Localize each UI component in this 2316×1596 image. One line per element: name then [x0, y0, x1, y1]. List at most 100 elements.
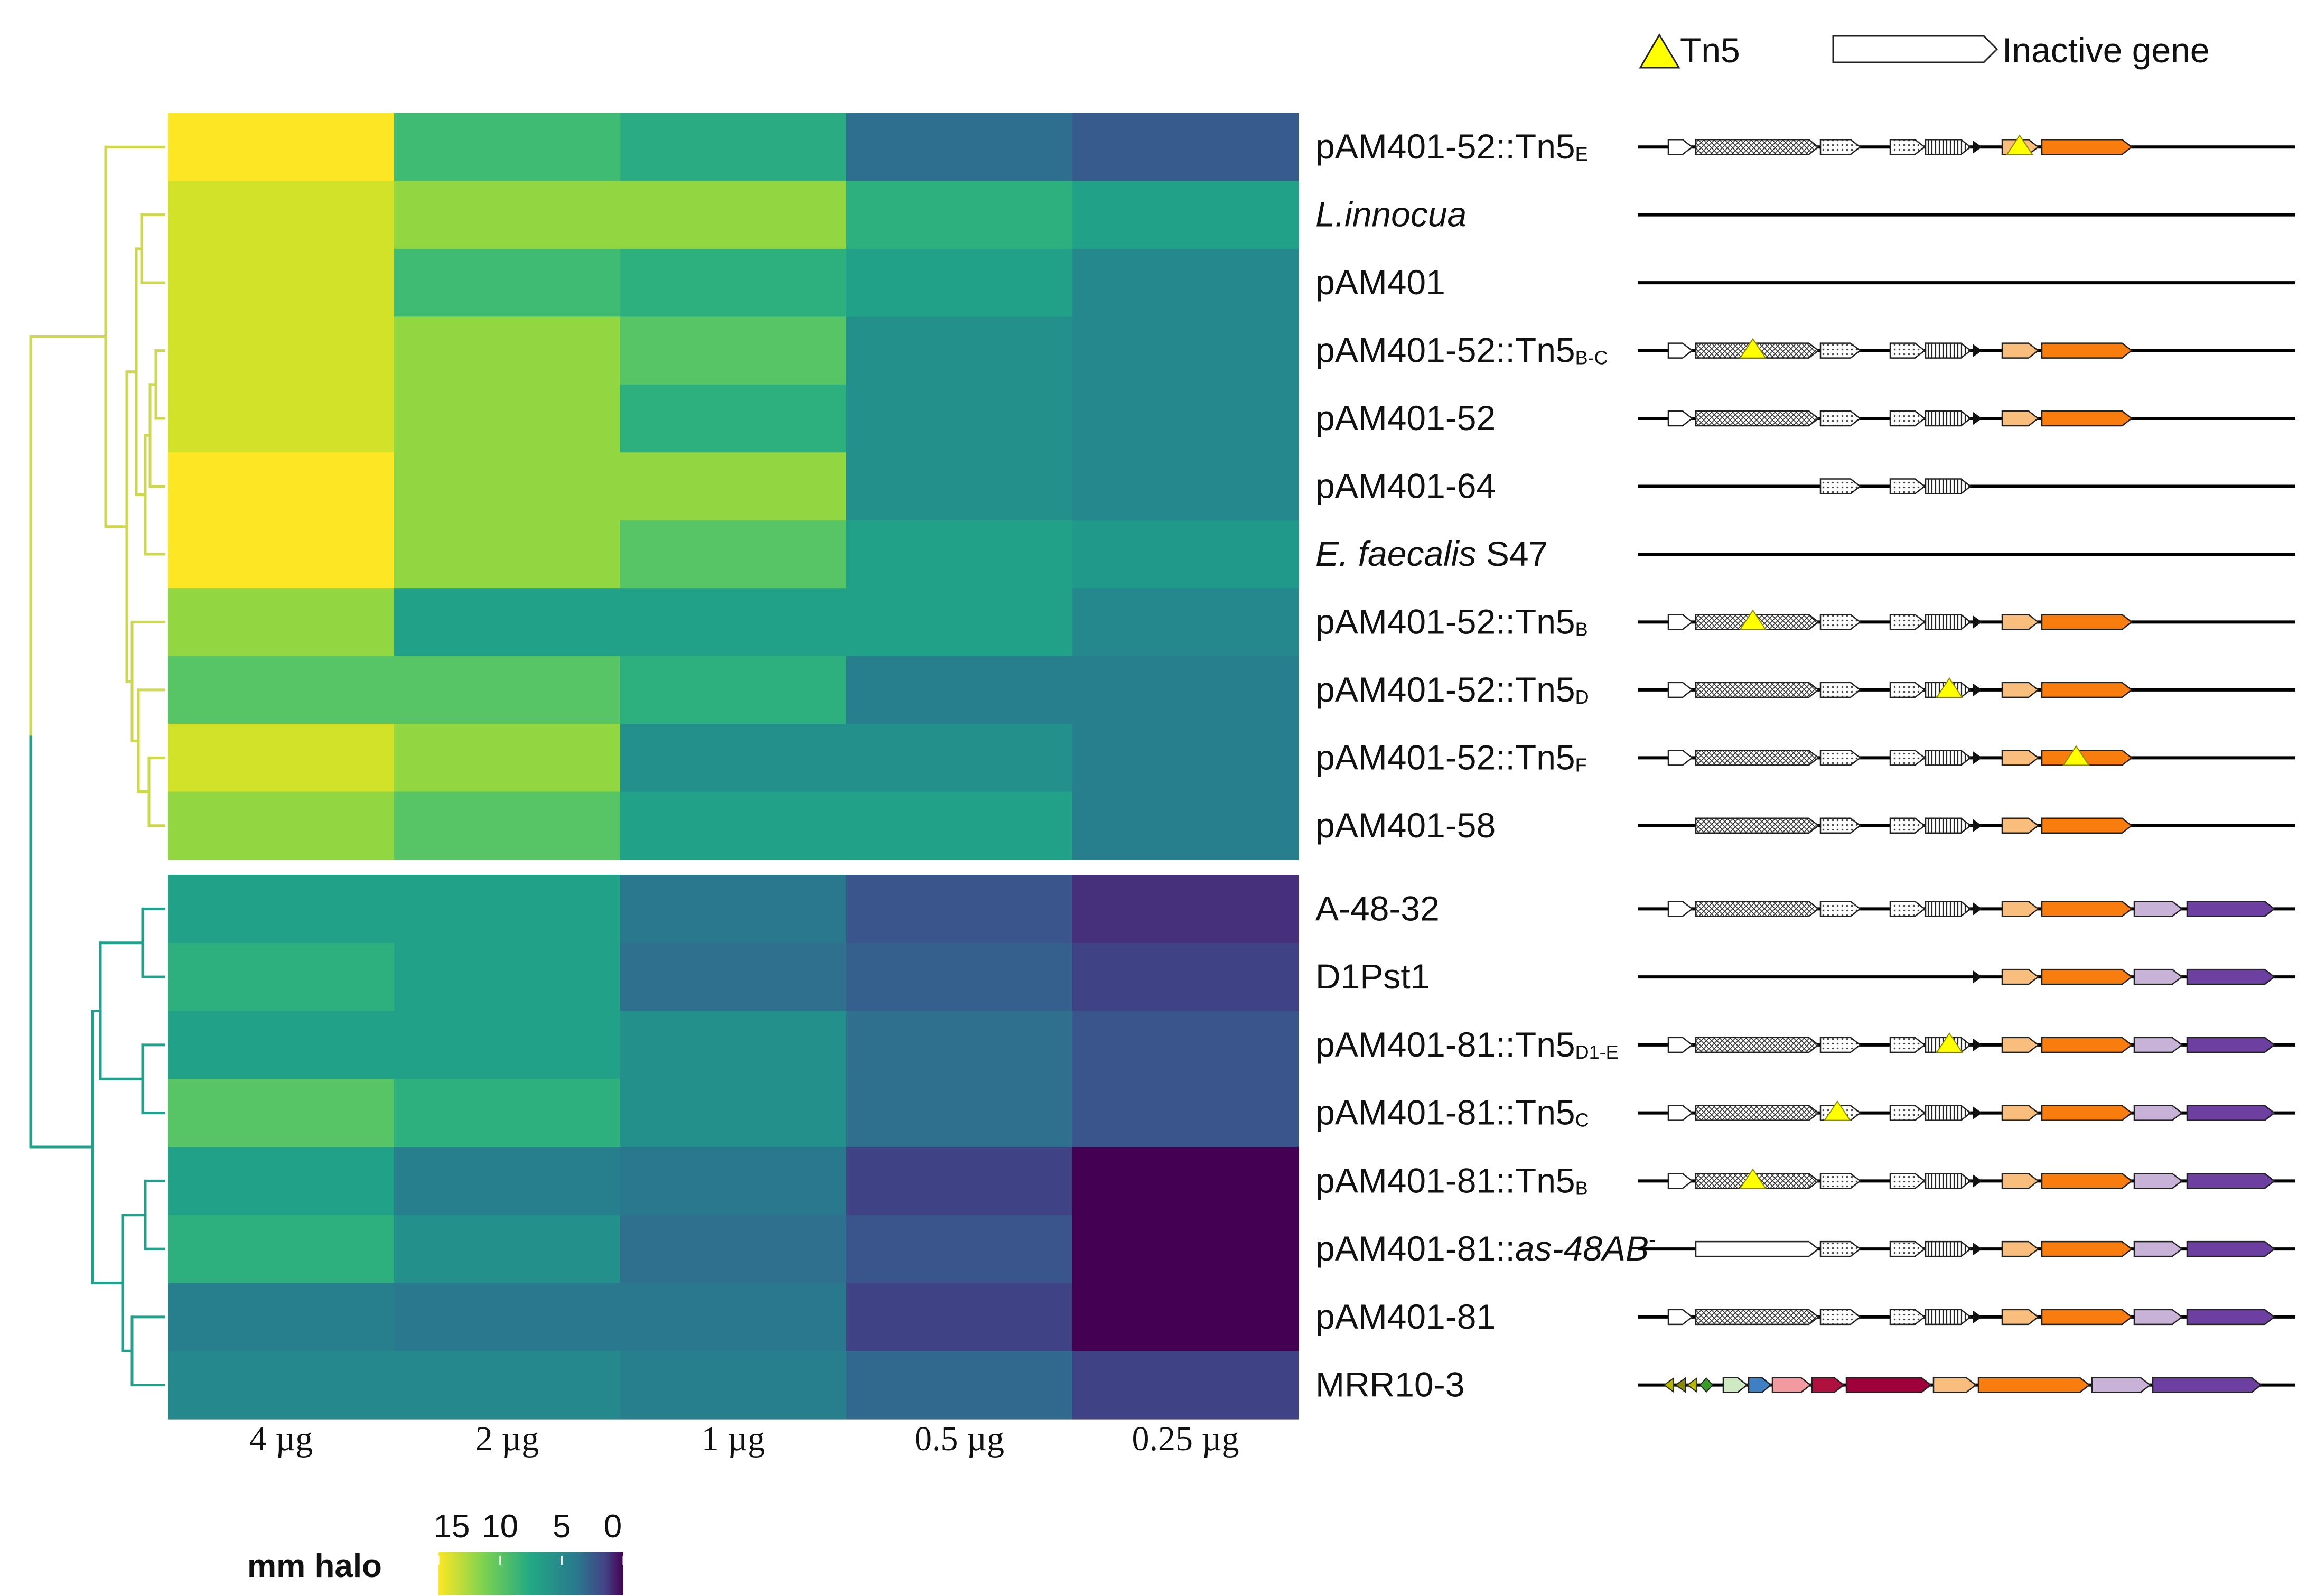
- gene-arrow: [2041, 750, 2133, 766]
- gene-arrow: [1819, 1240, 1862, 1257]
- heatmap-cell: [846, 248, 1073, 317]
- heatmap-cell: [846, 452, 1073, 521]
- small-gene-arrow: [1973, 751, 1982, 764]
- gene-arrow: [2041, 1037, 2133, 1053]
- gene-arrow: [1722, 1377, 1749, 1393]
- color-scale-tick-label: 15: [434, 1508, 470, 1545]
- heatmap-cell: [1072, 113, 1299, 182]
- heatmap-cell: [846, 113, 1073, 182]
- row-label: pAM401-81::Tn5B: [1315, 1161, 1588, 1200]
- heatmap-cell: [620, 791, 847, 860]
- heatmap-cell: [168, 791, 395, 860]
- heatmap-cell: [846, 875, 1073, 944]
- small-gene-arrow: [1973, 141, 1982, 154]
- gene-arrow: [2041, 410, 2133, 427]
- row-labels: pAM401-52::Tn5EL.innocuapAM401pAM401-52:…: [1315, 127, 1656, 1404]
- heatmap-cell: [846, 1351, 1073, 1420]
- gene-arrow: [1977, 1377, 2091, 1393]
- heatmap-cell: [394, 452, 621, 521]
- heatmap-cell: [1072, 1283, 1299, 1351]
- tn5-insertion-icon: [2062, 745, 2090, 766]
- heatmap-cell: [394, 384, 621, 453]
- heatmap-cell: [1072, 1351, 1299, 1420]
- gene-arrow: [1925, 1240, 1972, 1257]
- heatmap-cell: [394, 1011, 621, 1079]
- gene-arrow: [2041, 138, 2133, 155]
- heatmap-cell: [846, 316, 1073, 385]
- column-labels: 4 µg 2 µg 1 µg 0.5 µg 0.25 µg: [249, 1420, 1239, 1458]
- heatmap-cell: [394, 248, 621, 317]
- heatmap-cell: [394, 113, 621, 182]
- gene-arrow: [2186, 1309, 2276, 1326]
- heatmap-cell: [1072, 520, 1299, 589]
- color-scale-bar: [438, 1552, 623, 1595]
- heatmap-cell: [1072, 452, 1299, 521]
- row-label: pAM401-52::Tn5B: [1315, 602, 1588, 641]
- gene-arrow: [2041, 1309, 2133, 1326]
- heatmap-cell: [168, 1011, 395, 1079]
- gene-arrow: [2186, 1173, 2276, 1189]
- gene-arrow: [1819, 342, 1862, 359]
- row-label: pAM401-52::Tn5B-C: [1315, 331, 1608, 370]
- heatmap-cell: [168, 942, 395, 1012]
- heatmap-cell: [846, 1147, 1073, 1216]
- heatmap-cell: [168, 113, 395, 182]
- gene-arrow: [2091, 1377, 2152, 1393]
- gene-arrow: [2001, 1309, 2040, 1326]
- gene-arrow: [1667, 1173, 1694, 1189]
- heatmap-cell: [394, 1079, 621, 1147]
- small-gene-arrow: [1699, 1377, 1714, 1393]
- small-gene-arrow: [1973, 412, 1982, 425]
- gene-arrow: [1925, 750, 1972, 766]
- heatmap-cell: [168, 384, 395, 453]
- inactive-gene-legend-label: Inactive gene: [2002, 31, 2210, 70]
- gene-arrow: [1925, 342, 1972, 359]
- gene-arrow: [1819, 1309, 1862, 1326]
- gene-arrow: [2001, 1105, 2040, 1121]
- row-label: pAM401-52::Tn5D: [1315, 670, 1589, 709]
- gene-arrow: [1819, 1173, 1862, 1189]
- row-label: A-48-32: [1315, 889, 1440, 928]
- inactive-gene-legend-icon: [1832, 35, 1999, 63]
- gene-arrow: [1889, 1037, 1926, 1053]
- heatmap-cell: [620, 1215, 847, 1284]
- heatmap-cell: [1072, 1079, 1299, 1147]
- column-label: 4 µg: [249, 1420, 313, 1458]
- gene-arrow: [1925, 1309, 1972, 1326]
- heatmap-cell: [394, 656, 621, 724]
- heatmap-cell: [846, 1079, 1073, 1147]
- heatmap-cell: [620, 1351, 847, 1420]
- row-label: pAM401-81::Tn5D1-E: [1315, 1025, 1619, 1064]
- gene-arrow: [1819, 410, 1862, 427]
- heatmap-cell: [394, 316, 621, 385]
- small-gene-arrow: [1973, 902, 1982, 916]
- gene-arrow: [1695, 682, 1820, 698]
- tn5-insertion-icon: [2006, 134, 2033, 155]
- gene-arrow: [2041, 1240, 2133, 1257]
- heatmap-cell: [846, 942, 1073, 1012]
- gene-arrow: [2001, 1240, 2040, 1257]
- color-scale-tick-label: 0: [604, 1508, 622, 1545]
- heatmap-cell: [168, 656, 395, 724]
- heatmap-cell: [1072, 942, 1299, 1012]
- gene-arrow: [1667, 1037, 1694, 1053]
- row-label: pAM401-81: [1315, 1297, 1496, 1336]
- gene-arrow: [1925, 1105, 1972, 1121]
- column-label: 0.25 µg: [1132, 1420, 1239, 1458]
- tn5-insertion-icon: [1739, 1168, 1767, 1189]
- small-gene-arrow: [1973, 1243, 1982, 1256]
- gene-arrow: [1667, 901, 1694, 917]
- gene-arrow: [1889, 750, 1926, 766]
- gene-arrow: [2133, 1173, 2183, 1189]
- gene-arrow: [1667, 682, 1694, 698]
- heatmap-cell: [1072, 588, 1299, 657]
- gene-arrow: [1889, 817, 1926, 834]
- tn5-legend-label: Tn5: [1680, 31, 1740, 70]
- small-gene-arrow: [1973, 1174, 1982, 1188]
- gene-arrow: [1819, 614, 1862, 630]
- heatmap-cell: [168, 1351, 395, 1420]
- gene-arrow: [1667, 342, 1694, 359]
- row-label: pAM401-81::Tn5C: [1315, 1093, 1589, 1132]
- heatmap-cell: [1072, 1147, 1299, 1216]
- gene-arrow: [2001, 614, 2040, 630]
